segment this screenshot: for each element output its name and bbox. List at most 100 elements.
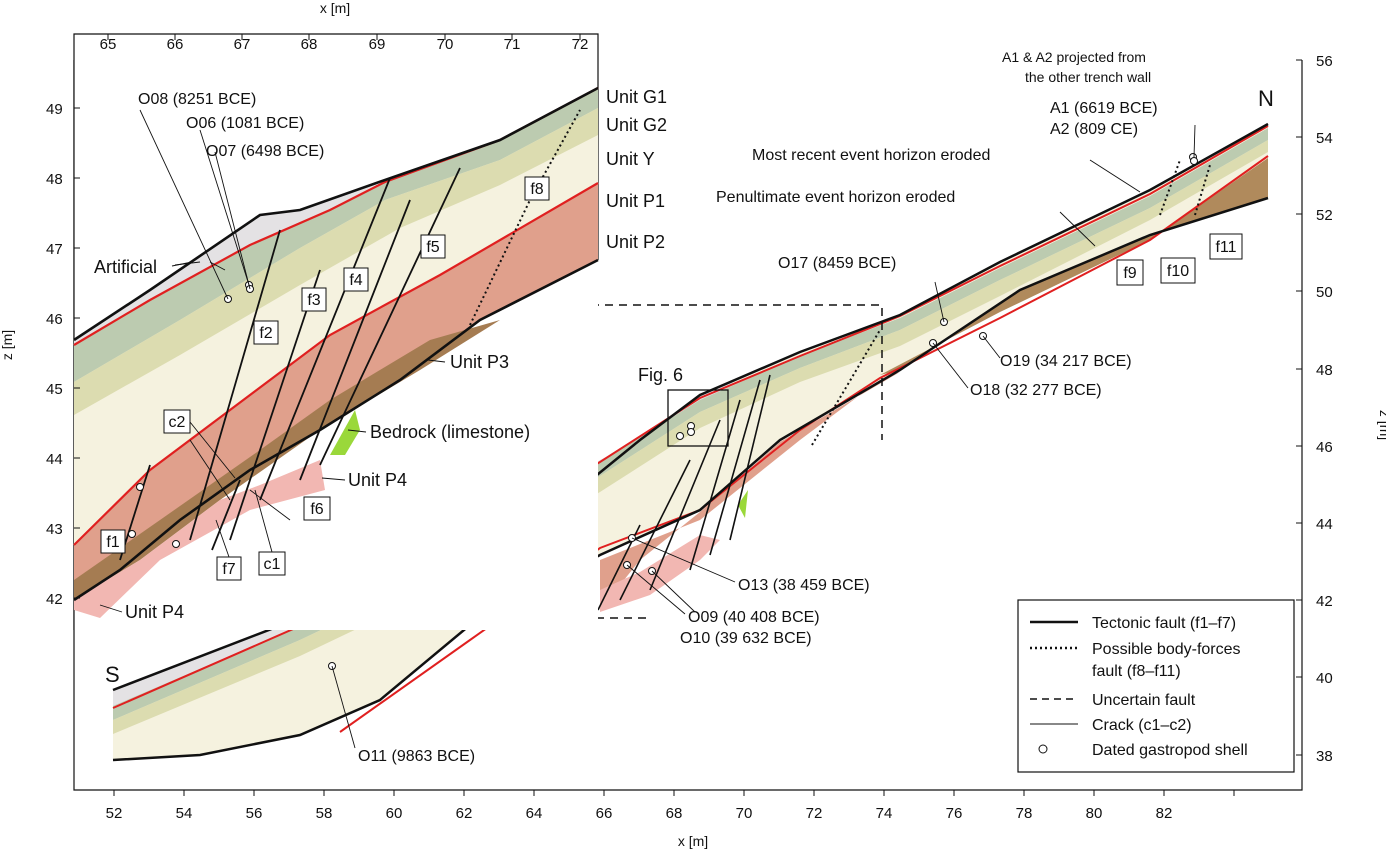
main-body-force-faults bbox=[811, 159, 1211, 446]
fault-label-f4: f4 bbox=[343, 267, 369, 292]
inset-x-tick-label: 70 bbox=[437, 36, 454, 53]
inset-x-tick-label: 69 bbox=[369, 36, 386, 53]
unit-p4-label-left: Unit P4 bbox=[125, 602, 184, 622]
sample-a2-label: A2 (809 CE) bbox=[1050, 121, 1138, 138]
inset-z-tick-label: 44 bbox=[46, 451, 63, 468]
svg-text:f4: f4 bbox=[349, 272, 362, 289]
inset-panel: 65 66 67 68 69 70 71 72 x [m] 42 43 44 4… bbox=[0, 0, 667, 630]
x-tick-label: 72 bbox=[806, 805, 823, 822]
inset-trench-log bbox=[73, 86, 599, 618]
fault-label-f1: f1 bbox=[100, 529, 126, 554]
legend-uncertain-label: Uncertain fault bbox=[1092, 692, 1196, 709]
svg-text:f5: f5 bbox=[426, 239, 439, 256]
unit-p4-label-right: Unit P4 bbox=[348, 470, 407, 490]
svg-text:f1: f1 bbox=[106, 534, 119, 551]
main-unit-g2 bbox=[113, 140, 1268, 734]
inset-z-tick-label: 49 bbox=[46, 101, 63, 118]
inset-z-tick-label: 48 bbox=[46, 171, 63, 188]
sample-o08-label: O08 (8251 BCE) bbox=[138, 91, 256, 108]
main-unit-p4 bbox=[600, 535, 720, 612]
x-tick-label: 64 bbox=[526, 805, 543, 822]
main-unit-g1 bbox=[113, 128, 1268, 720]
fault-label-f5: f5 bbox=[420, 234, 446, 259]
x-tick-label: 54 bbox=[176, 805, 193, 822]
unit-y-label: Unit Y bbox=[606, 149, 655, 169]
legend-tectonic-label: Tectonic fault (f1–f7) bbox=[1092, 615, 1236, 632]
unit-p1-label: Unit P1 bbox=[606, 191, 665, 211]
inset-z-tick-label: 47 bbox=[46, 241, 63, 258]
sample-o09-label: O09 (40 408 BCE) bbox=[688, 609, 820, 626]
unit-p3-label: Unit P3 bbox=[450, 352, 509, 372]
main-z-axis-title: z [m] bbox=[1377, 410, 1386, 440]
svg-text:c2: c2 bbox=[169, 414, 186, 431]
inset-x-tick-label: 68 bbox=[301, 36, 318, 53]
z-tick-label: 50 bbox=[1316, 284, 1333, 301]
x-tick-label: 56 bbox=[246, 805, 263, 822]
x-tick-label: 66 bbox=[596, 805, 613, 822]
fault-label-f10: f10 bbox=[1160, 257, 1196, 284]
unit-g2-label: Unit G2 bbox=[606, 115, 667, 135]
legend: Tectonic fault (f1–f7) Possible body-for… bbox=[1017, 599, 1295, 773]
sample-o10-label: O10 (39 632 BCE) bbox=[680, 630, 812, 647]
svg-text:c1: c1 bbox=[264, 556, 281, 573]
main-artificial bbox=[113, 380, 735, 708]
z-tick-label: 42 bbox=[1316, 593, 1333, 610]
main-z-axis: 38 40 42 44 46 48 50 52 54 56 z [m] bbox=[1296, 53, 1386, 765]
inset-leader-lines bbox=[139, 109, 251, 300]
inset-unit-g2 bbox=[74, 108, 598, 415]
x-tick-label: 74 bbox=[876, 805, 893, 822]
north-label: N bbox=[1258, 86, 1274, 111]
main-x-axis-title: x [m] bbox=[678, 833, 708, 849]
sample-o11-label: O11 (9863 BCE) bbox=[358, 748, 475, 765]
inset-bedrock bbox=[330, 410, 360, 455]
z-tick-label: 54 bbox=[1316, 130, 1333, 147]
unit-g1-label: Unit G1 bbox=[606, 87, 667, 107]
z-tick-label: 40 bbox=[1316, 670, 1333, 687]
legend-body-force-label-line2: fault (f8–f11) bbox=[1092, 663, 1181, 680]
inset-unit-leaders bbox=[99, 261, 446, 613]
projection-note-line2: the other trench wall bbox=[1025, 69, 1151, 85]
svg-text:f11: f11 bbox=[1215, 239, 1236, 256]
artificial-label: Artificial bbox=[94, 257, 157, 277]
inset-tectonic-faults bbox=[119, 167, 461, 561]
inset-bottom-surface bbox=[73, 258, 599, 602]
legend-body-force-label-line1: Possible body-forces bbox=[1092, 641, 1241, 658]
inset-z-tick-label: 46 bbox=[46, 311, 63, 328]
x-tick-label: 78 bbox=[1016, 805, 1033, 822]
bedrock-label: Bedrock (limestone) bbox=[370, 422, 530, 442]
inset-unit-g1 bbox=[74, 88, 598, 382]
main-x-axis: 52 54 56 58 60 62 64 66 68 70 72 74 76 7… bbox=[106, 790, 1235, 849]
inset-x-axis: 65 66 67 68 69 70 71 72 x [m] bbox=[100, 0, 589, 53]
x-tick-label: 70 bbox=[736, 805, 753, 822]
z-tick-label: 38 bbox=[1316, 748, 1333, 765]
sample-o06-label: O06 (1081 BCE) bbox=[186, 115, 304, 132]
penultimate-horizon-label: Penultimate event horizon eroded bbox=[716, 189, 955, 206]
fault-label-f9: f9 bbox=[1116, 259, 1144, 286]
inset-x-tick-label: 66 bbox=[167, 36, 184, 53]
svg-text:f3: f3 bbox=[307, 292, 320, 309]
sample-o19-label: O19 (34 217 BCE) bbox=[1000, 353, 1132, 370]
x-tick-label: 58 bbox=[316, 805, 333, 822]
inset-x-tick-label: 71 bbox=[504, 36, 521, 53]
z-tick-label: 48 bbox=[1316, 362, 1333, 379]
unit-p2-label: Unit P2 bbox=[606, 232, 665, 252]
main-unit-p1 bbox=[880, 158, 1268, 375]
fault-label-f11: f11 bbox=[1209, 233, 1243, 260]
x-tick-label: 68 bbox=[666, 805, 683, 822]
inset-z-axis: 42 43 44 45 46 47 48 49 z [m] bbox=[0, 101, 80, 608]
svg-text:f9: f9 bbox=[1123, 265, 1136, 282]
fig6-label: Fig. 6 bbox=[638, 365, 683, 385]
z-tick-label: 46 bbox=[1316, 439, 1333, 456]
inset-z-tick-label: 42 bbox=[46, 591, 63, 608]
sample-o17-label: O17 (8459 BCE) bbox=[778, 255, 896, 272]
projection-note-line1: A1 & A2 projected from bbox=[1002, 49, 1146, 65]
inset-label-leaders bbox=[189, 421, 273, 558]
x-tick-label: 60 bbox=[386, 805, 403, 822]
sample-o13-label: O13 (38 459 BCE) bbox=[738, 577, 870, 594]
crack-label-c2: c2 bbox=[163, 409, 191, 434]
inset-x-tick-label: 72 bbox=[572, 36, 589, 53]
svg-text:f6: f6 bbox=[310, 501, 323, 518]
fault-label-f3: f3 bbox=[301, 287, 327, 312]
x-tick-label: 62 bbox=[456, 805, 473, 822]
